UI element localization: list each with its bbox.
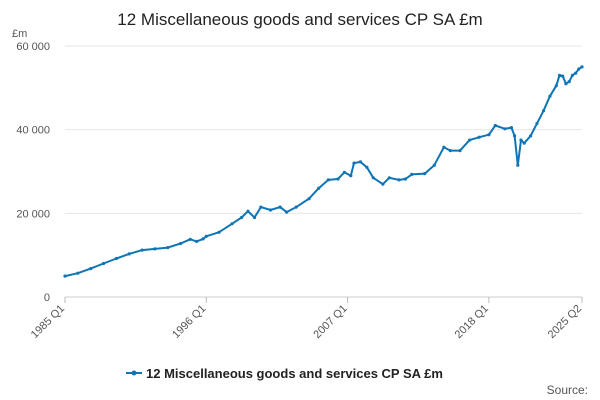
- data-point[interactable]: [230, 222, 234, 226]
- data-point[interactable]: [561, 74, 565, 78]
- data-point[interactable]: [204, 234, 208, 238]
- data-point[interactable]: [63, 274, 67, 278]
- data-point[interactable]: [493, 123, 497, 128]
- data-point[interactable]: [201, 237, 205, 241]
- y-axis-unit-label: £m: [12, 28, 27, 40]
- chart-title: 12 Miscellaneous goods and services CP S…: [117, 10, 482, 29]
- data-point[interactable]: [580, 65, 584, 69]
- x-tick-label: 1985 Q1: [29, 303, 67, 341]
- data-point[interactable]: [358, 160, 362, 164]
- data-point[interactable]: [268, 208, 273, 212]
- data-point[interactable]: [423, 172, 427, 176]
- legend-marker-swatch: [131, 370, 137, 376]
- data-point[interactable]: [76, 271, 80, 275]
- data-point[interactable]: [140, 248, 144, 252]
- data-point[interactable]: [567, 80, 571, 84]
- legend[interactable]: 12 Miscellaneous goods and services CP S…: [126, 366, 443, 381]
- data-point[interactable]: [541, 109, 546, 113]
- data-point[interactable]: [101, 261, 106, 266]
- data-point[interactable]: [352, 161, 356, 165]
- data-point[interactable]: [503, 127, 507, 131]
- y-tick-label: 20 000: [16, 208, 50, 220]
- data-point[interactable]: [397, 178, 401, 182]
- series-line[interactable]: [64, 66, 583, 278]
- data-point[interactable]: [535, 121, 539, 125]
- data-point[interactable]: [564, 82, 568, 86]
- data-point[interactable]: [387, 176, 391, 180]
- data-point[interactable]: [195, 239, 199, 243]
- data-point[interactable]: [516, 163, 520, 167]
- data-point[interactable]: [522, 141, 526, 145]
- data-point[interactable]: [477, 135, 481, 139]
- y-axis: 0 20 000 40 000 60 000: [16, 41, 50, 304]
- data-point[interactable]: [458, 149, 462, 153]
- data-point[interactable]: [307, 197, 311, 201]
- data-point[interactable]: [342, 170, 346, 174]
- data-point[interactable]: [246, 209, 250, 213]
- data-point[interactable]: [127, 252, 131, 256]
- data-point[interactable]: [410, 172, 414, 176]
- y-tick-label: 0: [44, 292, 50, 304]
- data-point[interactable]: [548, 94, 552, 98]
- data-point[interactable]: [365, 165, 369, 169]
- source-label: Source:: [547, 383, 588, 397]
- data-point[interactable]: [252, 215, 257, 220]
- data-point[interactable]: [166, 246, 170, 250]
- data-point[interactable]: [89, 267, 93, 271]
- data-point[interactable]: [570, 73, 575, 77]
- data-point[interactable]: [259, 205, 263, 209]
- data-point[interactable]: [381, 182, 385, 186]
- y-tick-label: 40 000: [16, 125, 50, 137]
- data-point[interactable]: [188, 237, 192, 241]
- data-point[interactable]: [513, 134, 517, 138]
- data-point[interactable]: [349, 174, 353, 178]
- data-point[interactable]: [448, 149, 452, 153]
- x-tick-label: 2018 Q1: [453, 303, 491, 341]
- grid-lines: [65, 45, 582, 298]
- data-point[interactable]: [371, 176, 375, 180]
- data-point[interactable]: [278, 205, 282, 209]
- data-point[interactable]: [285, 210, 289, 214]
- x-axis: 1985 Q1 1996 Q1 2007 Q1 2018 Q1 2025 Q2: [29, 297, 584, 341]
- data-point[interactable]: [554, 84, 558, 88]
- data-point[interactable]: [432, 163, 436, 167]
- data-point[interactable]: [217, 230, 221, 234]
- data-point[interactable]: [240, 215, 244, 220]
- data-point[interactable]: [529, 134, 533, 138]
- data-point[interactable]: [294, 205, 298, 209]
- data-point[interactable]: [519, 138, 523, 142]
- data-point[interactable]: [336, 177, 340, 181]
- data-point[interactable]: [509, 126, 513, 130]
- series-group: [63, 65, 584, 278]
- data-point[interactable]: [574, 71, 578, 75]
- data-point[interactable]: [487, 133, 491, 137]
- legend-label: 12 Miscellaneous goods and services CP S…: [146, 366, 443, 381]
- data-point[interactable]: [326, 178, 330, 182]
- data-point[interactable]: [557, 73, 562, 77]
- data-point[interactable]: [114, 256, 118, 261]
- data-point[interactable]: [179, 241, 183, 246]
- data-point[interactable]: [153, 247, 157, 251]
- x-tick-label: 1996 Q1: [170, 303, 208, 341]
- data-point[interactable]: [468, 138, 472, 142]
- data-point[interactable]: [317, 186, 321, 190]
- data-point[interactable]: [403, 177, 407, 181]
- data-point[interactable]: [577, 67, 581, 71]
- y-tick-label: 60 000: [16, 41, 50, 53]
- x-tick-label: 2025 Q2: [546, 303, 584, 341]
- x-tick-label: 2007 Q1: [311, 303, 349, 341]
- data-point[interactable]: [442, 145, 446, 149]
